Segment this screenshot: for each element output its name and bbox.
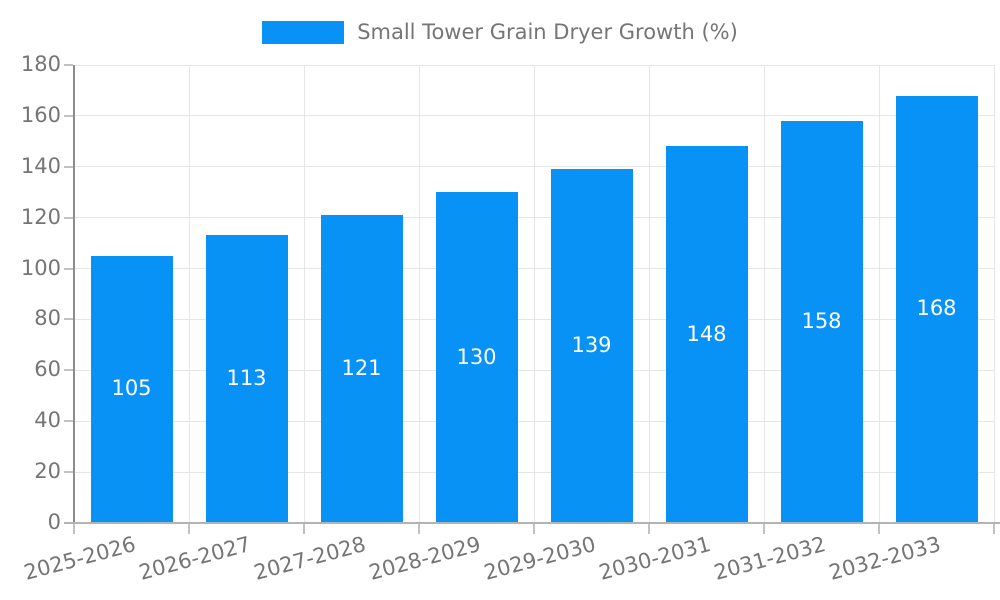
bar-value-label: 113 bbox=[226, 366, 267, 391]
y-tick-label: 100 bbox=[20, 255, 61, 280]
y-tick-label: 80 bbox=[34, 306, 61, 331]
y-tick-label: 180 bbox=[20, 52, 61, 76]
y-axis-tick bbox=[64, 420, 73, 423]
y-tick-label: 60 bbox=[34, 357, 61, 382]
bar-2025-2026: 105 bbox=[90, 255, 173, 523]
bar-value-label: 121 bbox=[341, 356, 382, 381]
x-axis-tick bbox=[763, 523, 765, 534]
y-axis-tick bbox=[64, 165, 73, 168]
x-axis-tick bbox=[303, 523, 305, 534]
bar-2032-2033: 168 bbox=[895, 95, 978, 523]
plot-area: 0 20 40 60 80 100 120 140 160 180 105 2025-2026 113 2… bbox=[21, 52, 1000, 585]
x-axis-tick bbox=[993, 523, 995, 534]
x-gridline bbox=[993, 65, 995, 523]
legend-label: Small Tower Grain Dryer Growth (%) bbox=[357, 20, 738, 44]
bar-value-label: 105 bbox=[111, 376, 152, 401]
x-axis-tick bbox=[648, 523, 650, 534]
y-tick-label: 120 bbox=[20, 204, 61, 229]
y-axis-tick bbox=[64, 471, 73, 474]
y-axis-tick bbox=[64, 369, 73, 372]
y-tick-label: 140 bbox=[20, 153, 61, 178]
x-gridline bbox=[648, 65, 650, 523]
bar-value-label: 139 bbox=[571, 333, 612, 358]
bar-value-label: 158 bbox=[801, 308, 842, 333]
x-axis-tick bbox=[418, 523, 420, 534]
x-gridline bbox=[418, 65, 420, 523]
y-axis-tick bbox=[64, 64, 73, 66]
y-tick-label: 20 bbox=[34, 459, 61, 484]
bar-2030-2031: 148 bbox=[665, 146, 748, 523]
bar-value-label: 130 bbox=[456, 344, 497, 369]
bar-2031-2032: 158 bbox=[780, 120, 863, 523]
y-tick-label: 0 bbox=[47, 510, 61, 534]
chart-legend: Small Tower Grain Dryer Growth (%) bbox=[0, 20, 1000, 44]
y-axis-tick bbox=[64, 267, 73, 270]
x-gridline bbox=[763, 65, 765, 523]
y-axis-tick bbox=[64, 216, 73, 219]
bar-2029-2030: 139 bbox=[550, 169, 633, 523]
x-axis-line bbox=[64, 522, 1000, 524]
x-axis-tick bbox=[533, 523, 535, 534]
x-axis-tick bbox=[73, 523, 75, 534]
x-gridline bbox=[188, 65, 190, 523]
x-axis-tick bbox=[188, 523, 190, 534]
bar-2028-2029: 130 bbox=[435, 192, 518, 523]
bar-value-label: 148 bbox=[686, 321, 727, 346]
bar-value-label: 168 bbox=[916, 296, 957, 321]
x-gridline bbox=[878, 65, 880, 523]
x-axis-tick bbox=[878, 523, 880, 534]
bar-2026-2027: 113 bbox=[205, 235, 288, 523]
bar-2027-2028: 121 bbox=[320, 215, 403, 523]
y-tick-label: 40 bbox=[34, 408, 61, 433]
x-gridline bbox=[303, 65, 305, 523]
legend-swatch bbox=[262, 20, 345, 44]
y-axis-tick bbox=[64, 318, 73, 321]
y-axis-line bbox=[73, 65, 75, 523]
y-axis-tick bbox=[64, 114, 73, 117]
y-tick-label: 160 bbox=[20, 102, 61, 127]
x-gridline bbox=[533, 65, 535, 523]
